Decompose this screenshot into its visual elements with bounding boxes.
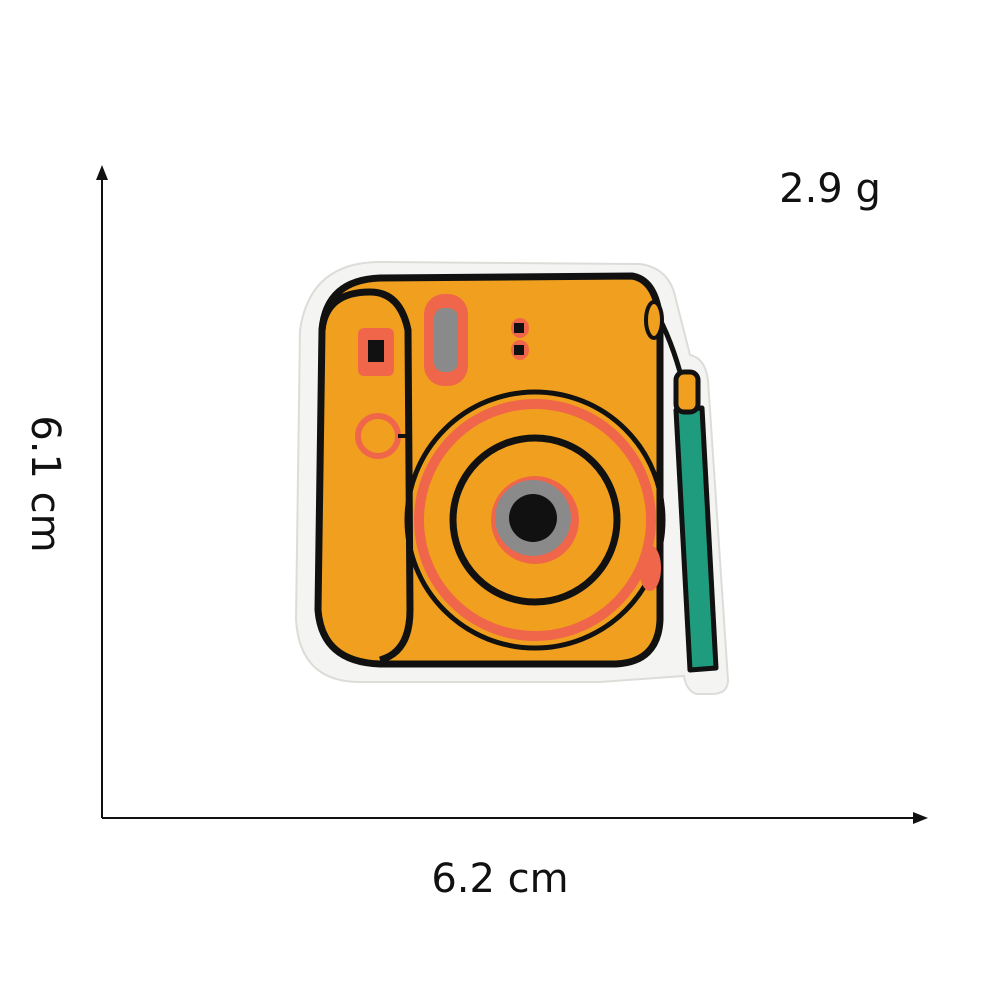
strap-lug [644, 300, 664, 340]
lens [404, 389, 666, 651]
flash [424, 294, 468, 386]
horizontal-axis-arrowhead [913, 812, 928, 824]
camera-grip [318, 288, 414, 664]
vertical-axis-arrowhead [96, 165, 108, 180]
shutter-button [355, 413, 412, 459]
weight-label: 2.9 g [779, 166, 881, 212]
sensor-dots [511, 318, 529, 360]
width-label: 6.2 cm [431, 856, 569, 902]
viewfinder [358, 328, 394, 376]
strap [647, 300, 719, 673]
side-dial [639, 545, 661, 591]
camera-body [314, 272, 664, 668]
